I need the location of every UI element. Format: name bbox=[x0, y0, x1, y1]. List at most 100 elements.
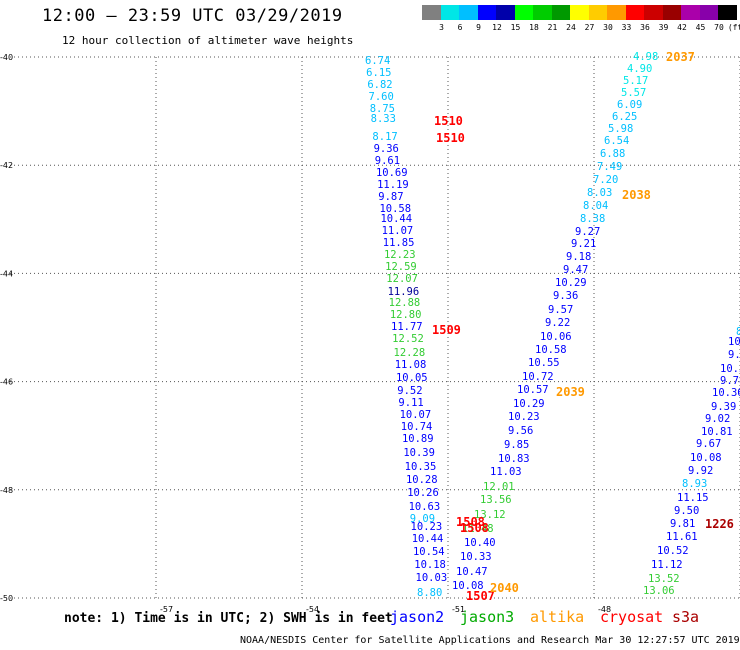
track-b-value: 9.22 bbox=[545, 317, 570, 329]
track-c-value: 9.92 bbox=[688, 465, 713, 477]
colorbar-label: 30 bbox=[603, 23, 613, 32]
colorbar-swatch bbox=[681, 5, 700, 20]
colorbar-label: 6 bbox=[457, 23, 463, 32]
track-b-value: 6.25 bbox=[612, 111, 637, 123]
track-b-value: 10.06 bbox=[540, 331, 572, 343]
track-a-value: 10.44 bbox=[380, 213, 412, 225]
track-b-value: 9.47 bbox=[563, 264, 588, 276]
colorbar-swatch bbox=[477, 5, 496, 20]
track-a-value: 10.44 bbox=[412, 533, 444, 545]
track-b-value: 10.47 bbox=[456, 566, 488, 578]
track-a-value: 10.03 bbox=[416, 572, 448, 584]
track-b-value: 10.40 bbox=[464, 537, 496, 549]
track-a-value: 8.17 bbox=[372, 131, 397, 143]
track-a-value: 9.36 bbox=[374, 143, 399, 155]
track-a-value: 12.80 bbox=[390, 309, 422, 321]
track-b-value: 12.01 bbox=[483, 481, 515, 493]
track-c-value: 11.61 bbox=[666, 531, 698, 543]
track-c-value: 11.15 bbox=[677, 492, 709, 504]
track-c-value: 9.39 bbox=[711, 401, 736, 413]
colorbar-label: (ft) bbox=[727, 23, 740, 32]
x-tick-label: -48 bbox=[598, 605, 611, 614]
track-c-value: 13.52 bbox=[648, 573, 680, 585]
track-c-value: 9. bbox=[728, 349, 740, 361]
track-c-value: 10.08 bbox=[690, 452, 722, 464]
track-c-value: 10.52 bbox=[657, 545, 689, 557]
track-a-value: 12.88 bbox=[389, 297, 421, 309]
track-b-value: 13.12 bbox=[474, 509, 506, 521]
track-a-value: 11.19 bbox=[377, 179, 409, 191]
track-b-value: 10.57 bbox=[517, 384, 549, 396]
track-a-value: 10.58 bbox=[379, 203, 411, 215]
track-a-value: 10.74 bbox=[401, 421, 433, 433]
track-c-value: 10.81 bbox=[701, 426, 733, 438]
colorbar-swatch bbox=[514, 5, 533, 20]
track-b-value: 9.57 bbox=[548, 304, 573, 316]
track-a-value: 6.82 bbox=[367, 79, 392, 91]
y-tick-label: -50 bbox=[0, 594, 13, 603]
track-b-value: 10.58 bbox=[535, 344, 567, 356]
chart-title: 12:00 – 23:59 UTC 03/29/2019 bbox=[42, 6, 343, 26]
track-a-value: 10.35 bbox=[405, 461, 437, 473]
track-a-value: 10.18 bbox=[414, 559, 446, 571]
track-a-value: 11.96 bbox=[388, 286, 420, 298]
track-c-value: 9.67 bbox=[696, 438, 721, 450]
track-a-value: 9.52 bbox=[397, 385, 422, 397]
track-b-value: 9.36 bbox=[553, 290, 578, 302]
track-c-value: 8.93 bbox=[682, 478, 707, 490]
y-tick-label: -44 bbox=[0, 269, 13, 278]
colorbar-swatch bbox=[607, 5, 626, 20]
colorbar-swatch bbox=[662, 5, 681, 20]
track-b-value: 4.98 bbox=[633, 51, 658, 63]
footnote: note: 1) Time is in UTC; 2) SWH is in fe… bbox=[64, 611, 393, 626]
track-a-value: 11.08 bbox=[395, 359, 427, 371]
colorbar-swatch bbox=[644, 5, 663, 20]
colorbar-swatch bbox=[422, 5, 441, 20]
track-a-value: 11.85 bbox=[383, 237, 415, 249]
satellite-legend-cryosat: cryosat bbox=[600, 608, 664, 626]
track-a-value: 11.77 bbox=[391, 321, 423, 333]
track-c-value: 9.50 bbox=[674, 505, 699, 517]
time-label: 1508 bbox=[460, 521, 489, 535]
colorbar-swatch bbox=[625, 5, 644, 20]
track-b-value: 6.88 bbox=[600, 148, 625, 160]
track-b-value: 9.18 bbox=[566, 251, 591, 263]
track-b-value: 6.54 bbox=[604, 135, 629, 147]
track-a-value: 12.59 bbox=[385, 261, 417, 273]
colorbar-label: 33 bbox=[621, 23, 632, 32]
track-b-value: 10.83 bbox=[498, 453, 530, 465]
time-label: 1509 bbox=[432, 323, 461, 337]
track-b-value: 11.03 bbox=[490, 466, 522, 478]
colorbar-swatch bbox=[440, 5, 459, 20]
track-a-value: 10.07 bbox=[400, 409, 432, 421]
colorbar-label: 45 bbox=[695, 23, 706, 32]
colorbar-label: 3 bbox=[439, 23, 444, 32]
y-tick-label: -48 bbox=[0, 486, 13, 495]
track-b-value: 10.23 bbox=[508, 411, 540, 423]
track-a-value: 10.26 bbox=[407, 487, 439, 499]
track-a-value: 10.63 bbox=[409, 501, 441, 513]
track-a-value: 10.28 bbox=[406, 474, 438, 486]
track-a-value: 9.61 bbox=[375, 155, 400, 167]
track-a-value: 8.33 bbox=[371, 113, 396, 125]
track-a-value: 10.54 bbox=[413, 546, 445, 558]
x-tick-label: -51 bbox=[452, 605, 465, 614]
time-label: 2039 bbox=[556, 385, 585, 399]
track-c-value: 13.06 bbox=[643, 585, 675, 597]
track-b-value: 8.04 bbox=[583, 200, 608, 212]
track-c-value: 9.02 bbox=[705, 413, 730, 425]
track-a-value: 12.52 bbox=[392, 333, 424, 345]
track-c-value: 10.5 bbox=[720, 363, 740, 375]
track-b-value: 9.27 bbox=[575, 226, 600, 238]
track-a-value: 10.39 bbox=[403, 447, 435, 459]
colorbar-label: 36 bbox=[640, 23, 650, 32]
track-b-value: 13.56 bbox=[480, 494, 512, 506]
track-a-value: 12.07 bbox=[386, 273, 418, 285]
colorbar-label: 42 bbox=[677, 23, 687, 32]
time-label: 2038 bbox=[622, 188, 651, 202]
track-b-value: 10.55 bbox=[528, 357, 560, 369]
colorbar-label: 21 bbox=[547, 23, 558, 32]
y-tick-label: -40 bbox=[0, 53, 13, 62]
track-b-value: 10.33 bbox=[460, 551, 492, 563]
track-b-value: 5.17 bbox=[623, 75, 648, 87]
